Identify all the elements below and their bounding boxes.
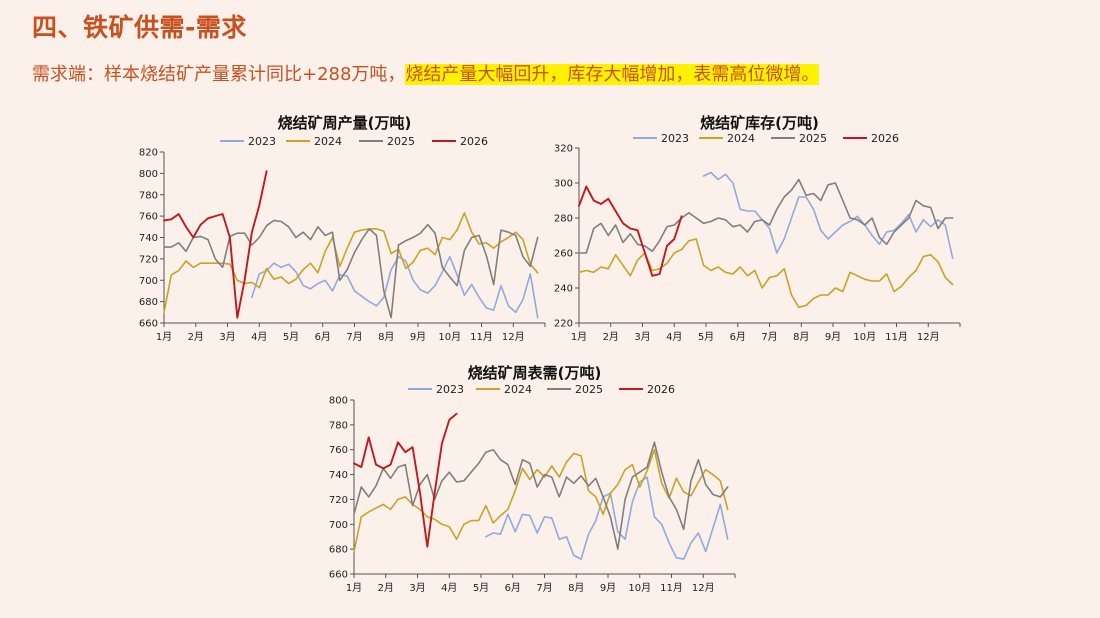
x-tick-label: 12月 [692, 582, 715, 594]
x-tick-label: 10月 [853, 331, 876, 343]
legend-label-2025: 2025 [799, 132, 827, 145]
y-tick-label: 760 [329, 445, 348, 456]
y-tick-label: 220 [554, 319, 573, 330]
y-tick-label: 240 [554, 284, 573, 295]
y-tick-label: 740 [329, 470, 348, 481]
x-tick-label: 3月 [409, 582, 425, 594]
x-tick-label: 8月 [378, 331, 394, 343]
x-tick-label: 6月 [505, 582, 521, 594]
series-line-2026 [353, 412, 458, 548]
legend-label-2024: 2024 [504, 383, 532, 396]
sinter-output-chart: 烧结矿周产量(万吨)2023 2024 2025 2026 660 680 700 720 74… [139, 114, 546, 343]
x-tick-label: 4月 [666, 331, 682, 343]
sinter-inventory-chart: 烧结矿库存(万吨) 2023 2024 2025 2026 220 240 260 280 300… [554, 114, 961, 343]
x-tick-label: 5月 [283, 331, 299, 343]
legend-label-2023: 2023 [248, 135, 276, 148]
y-tick-label: 800 [139, 169, 158, 180]
series-line-2023 [702, 171, 954, 260]
series-line-2025 [578, 178, 954, 254]
x-tick-label: 2月 [603, 331, 619, 343]
y-tick-label: 700 [329, 520, 348, 531]
legend-label-2026: 2026 [647, 383, 675, 396]
sinter-apparent-demand-chart: 烧结矿周表需(万吨) 2023 2024 2025 2026 660 680 700 720 74… [329, 364, 736, 594]
x-tick-label: 7月 [761, 331, 777, 343]
x-tick-label: 7月 [346, 331, 362, 343]
x-tick-label: 5月 [698, 331, 714, 343]
y-tick-label: 660 [329, 570, 348, 581]
y-tick-label: 660 [139, 319, 158, 330]
y-tick-label: 800 [329, 396, 348, 407]
series-line-2023 [485, 476, 729, 560]
y-tick-label: 700 [139, 276, 158, 287]
x-tick-label: 4月 [441, 582, 457, 594]
x-tick-label: 3月 [219, 331, 235, 343]
legend-label-2024: 2024 [314, 135, 342, 148]
page-subtitle: 需求端：样本烧结矿产量累计同比+288万吨，烧结产量大幅回升，库存大幅增加，表需… [32, 60, 820, 86]
subtitle-highlight: 烧结产量大幅回升，库存大幅增加，表需高位微增。 [405, 64, 820, 85]
series-line-2025 [353, 441, 729, 550]
series-line-2026 [163, 170, 268, 319]
y-tick-label: 260 [554, 249, 573, 260]
y-tick-label: 300 [554, 179, 573, 190]
legend-label-2025: 2025 [387, 135, 415, 148]
x-tick-label: 11月 [470, 331, 493, 343]
subtitle-plain: 需求端：样本烧结矿产量累计同比+288万吨， [32, 64, 406, 85]
y-tick-label: 680 [329, 545, 348, 556]
legend-label-2023: 2023 [661, 132, 689, 145]
x-tick-label: 11月 [660, 582, 683, 594]
series-line-2025 [163, 219, 539, 319]
y-tick-label: 720 [329, 495, 348, 506]
y-tick-label: 780 [139, 190, 158, 201]
legend-label-2026: 2026 [460, 135, 488, 148]
series-line-2024 [353, 448, 729, 553]
x-tick-label: 9月 [410, 331, 426, 343]
x-tick-label: 1月 [156, 331, 172, 343]
y-tick-label: 320 [554, 144, 573, 155]
series-line-2024 [578, 238, 954, 309]
series-line-2023 [251, 255, 539, 319]
y-tick-label: 780 [329, 420, 348, 431]
x-tick-label: 3月 [634, 331, 650, 343]
y-tick-label: 680 [139, 297, 158, 308]
chart-title: 烧结矿周表需(万吨) [468, 364, 602, 382]
y-tick-label: 760 [139, 212, 158, 223]
x-tick-label: 2月 [188, 331, 204, 343]
legend-label-2025: 2025 [575, 383, 603, 396]
x-tick-label: 8月 [568, 582, 584, 594]
x-tick-label: 10月 [628, 582, 651, 594]
series-line-2026 [578, 185, 683, 277]
x-tick-label: 6月 [315, 331, 331, 343]
x-tick-label: 2月 [378, 582, 394, 594]
chart-title: 烧结矿库存(万吨) [700, 114, 819, 132]
x-tick-label: 10月 [438, 331, 461, 343]
page-title: 四、铁矿供需-需求 [32, 13, 247, 42]
x-tick-label: 12月 [917, 331, 940, 343]
legend-label-2024: 2024 [727, 132, 755, 145]
chart-title: 烧结矿周产量(万吨) [278, 114, 412, 132]
x-tick-label: 9月 [600, 582, 616, 594]
x-tick-label: 4月 [251, 331, 267, 343]
x-tick-label: 8月 [793, 331, 809, 343]
x-tick-label: 1月 [346, 582, 362, 594]
y-tick-label: 820 [139, 148, 158, 159]
x-tick-label: 12月 [502, 331, 525, 343]
x-tick-label: 7月 [536, 582, 552, 594]
x-tick-label: 11月 [885, 331, 908, 343]
y-tick-label: 720 [139, 254, 158, 265]
x-tick-label: 6月 [730, 331, 746, 343]
y-tick-label: 740 [139, 233, 158, 244]
legend-label-2023: 2023 [436, 383, 464, 396]
legend-label-2026: 2026 [871, 132, 899, 145]
y-tick-label: 280 [554, 214, 573, 225]
x-tick-label: 1月 [571, 331, 587, 343]
x-tick-label: 9月 [825, 331, 841, 343]
series-line-2024 [163, 212, 539, 314]
x-tick-label: 5月 [473, 582, 489, 594]
